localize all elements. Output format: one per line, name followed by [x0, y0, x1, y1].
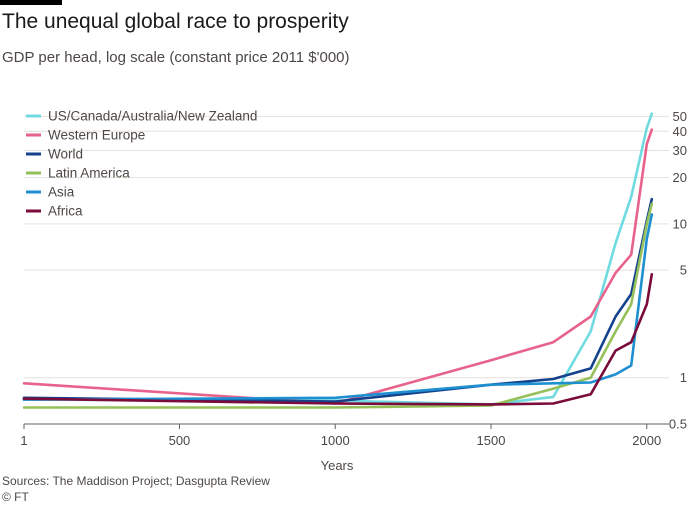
series-line: [22, 273, 654, 406]
legend-label: Latin America: [48, 166, 130, 181]
y-tick-label: 5: [680, 263, 687, 278]
x-tick-label: 500: [169, 433, 191, 448]
x-axis: 1 500 1000 1500 2000: [20, 423, 669, 448]
legend-item: Asia: [26, 185, 75, 200]
x-tick-label: 1500: [477, 433, 506, 448]
y-tick-label: 50: [673, 109, 687, 124]
gridlines: [24, 115, 669, 425]
x-axis-label: Years: [321, 458, 354, 473]
series-line: [22, 213, 654, 401]
y-tick-label: 0.5: [669, 417, 687, 432]
legend-item: Africa: [26, 204, 83, 219]
legend-label: US/Canada/Australia/New Zealand: [48, 109, 257, 124]
x-tick-label: 1: [20, 433, 27, 448]
legend-item: Latin America: [26, 166, 130, 181]
legend-item: US/Canada/Australia/New Zealand: [26, 109, 257, 124]
y-tick-label: 10: [673, 216, 687, 231]
series-line: [22, 112, 654, 406]
legend-item: World: [26, 147, 83, 162]
series-line: [22, 202, 654, 409]
copyright-note: © FT: [2, 490, 29, 504]
chart-subtitle: GDP per head, log scale (constant price …: [2, 49, 350, 66]
series-line: [22, 128, 654, 405]
legend-item: Western Europe: [26, 128, 145, 143]
legend-label: Western Europe: [48, 128, 145, 143]
legend: US/Canada/Australia/New Zealand Western E…: [26, 109, 257, 219]
legend-label: Asia: [48, 185, 75, 200]
y-tick-label: 1: [680, 370, 687, 385]
y-tick-label: 20: [673, 170, 687, 185]
chart-title: The unequal global race to prosperity: [2, 10, 349, 33]
series-lines: [22, 112, 654, 409]
legend-label: Africa: [48, 204, 83, 219]
x-tick-label: 2000: [632, 433, 661, 448]
y-tick-label: 40: [673, 124, 687, 139]
source-note: Sources: The Maddison Project; Dasgupta …: [2, 474, 270, 488]
x-tick-label: 1000: [321, 433, 350, 448]
legend-label: World: [48, 147, 83, 162]
top-rule: [0, 0, 62, 5]
series-line: [22, 197, 654, 403]
y-tick-label: 30: [673, 143, 687, 158]
